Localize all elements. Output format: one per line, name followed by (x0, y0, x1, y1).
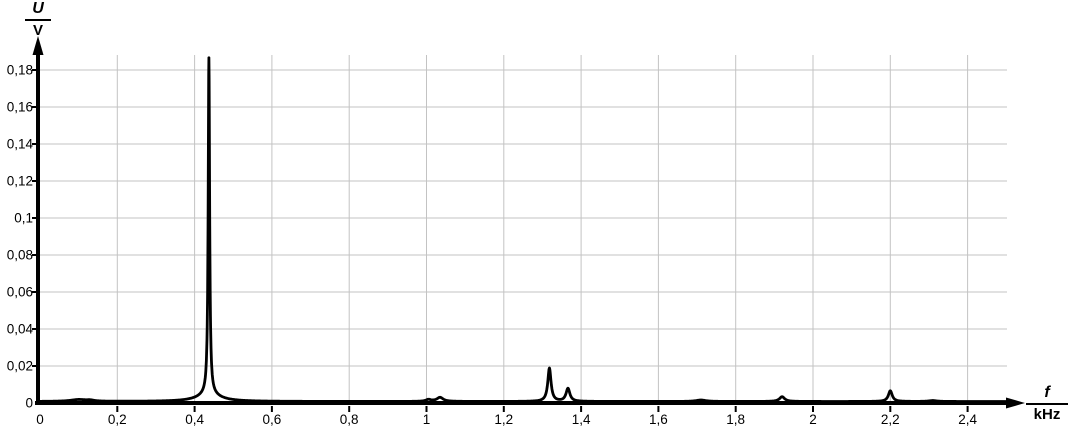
y-tick-label: 0 (25, 396, 33, 411)
x-tick-label: 0,2 (108, 412, 127, 427)
y-tick-label: 0,02 (7, 359, 33, 374)
y-tick-label: 0,04 (7, 322, 34, 337)
y-axis-arrow-icon (32, 36, 44, 55)
x-tick-label: 0,4 (185, 412, 204, 427)
y-tick-label: 0,08 (7, 248, 33, 263)
x-tick-label: 1,6 (649, 412, 668, 427)
x-tick-label: 2,2 (881, 412, 900, 427)
y-tick-label: 0,06 (7, 285, 33, 300)
y-axis-fraction-bar (25, 19, 51, 21)
y-tick-label: 0,18 (7, 63, 33, 78)
x-tick-label: 1,4 (572, 412, 591, 427)
x-tick-label: 1,2 (494, 412, 513, 427)
x-axis-unit-name: kHz (1033, 406, 1061, 423)
x-axis-arrow-icon (1006, 397, 1025, 409)
y-tick-label: 0,12 (7, 174, 33, 189)
y-tick-label: 0,14 (7, 137, 34, 152)
x-axis-quantity-label: f (1044, 384, 1050, 401)
x-tick-label: 2,4 (958, 412, 977, 427)
x-tick-label: 1,8 (726, 412, 745, 427)
y-tick-label: 0,1 (14, 211, 33, 226)
x-tick-label: 0 (36, 412, 44, 427)
y-axis-quantity-label: U (32, 0, 44, 17)
x-tick-label: 0,6 (263, 412, 282, 427)
y-axis-unit-name: V (32, 22, 43, 39)
x-axis-unit-label: f kHz (1026, 385, 1068, 422)
x-tick-label: 2 (809, 412, 817, 427)
spectrum-curve (38, 56, 1012, 403)
y-axis-unit-label: U V (25, 1, 51, 38)
x-tick-label: 1 (423, 412, 431, 427)
x-axis-fraction-bar (1026, 403, 1068, 405)
x-tick-label: 0,8 (340, 412, 359, 427)
y-tick-label: 0,16 (7, 100, 33, 115)
